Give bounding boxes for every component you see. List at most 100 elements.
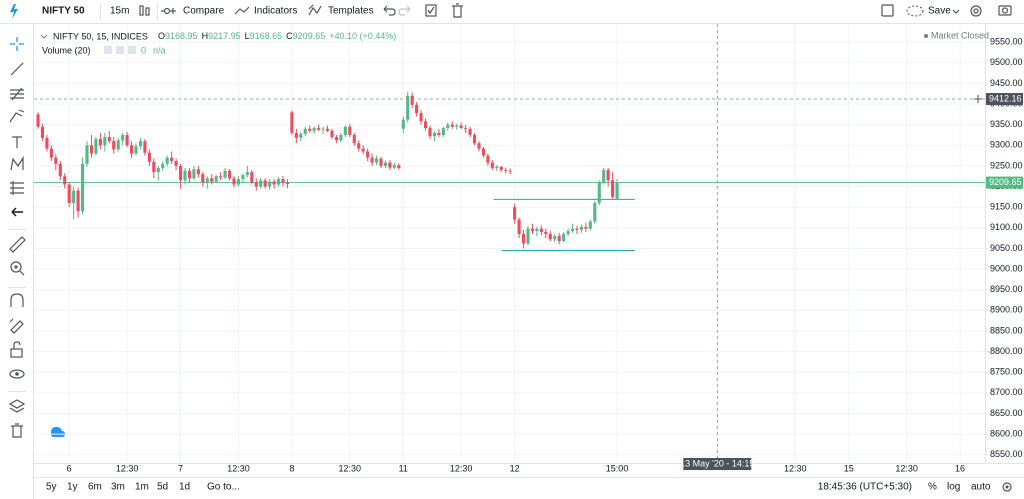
x-tick-label: 7 <box>178 463 183 473</box>
candle-body <box>477 143 481 149</box>
candle-body <box>98 139 102 146</box>
zoom-tool[interactable] <box>10 261 25 276</box>
candle-body <box>250 172 254 183</box>
candle-body <box>129 145 134 154</box>
y-tick-label: 8650.00 <box>990 408 1023 418</box>
symbol[interactable]: NIFTY 50 <box>42 6 85 17</box>
templates-button[interactable]: Templates <box>328 6 374 17</box>
candle-body <box>325 128 330 131</box>
snapshot-icon[interactable] <box>998 5 1012 16</box>
settings-icon[interactable] <box>970 5 982 17</box>
brush-tool[interactable] <box>9 109 25 123</box>
compare-icon[interactable] <box>161 7 176 15</box>
candle-body <box>437 132 441 135</box>
status-dot <box>924 34 928 38</box>
x-tick-label: 12:30 <box>450 463 473 473</box>
candle-body <box>370 157 374 163</box>
candle-body <box>290 112 294 133</box>
range-button[interactable]: 5y <box>46 482 57 493</box>
prediction-tool[interactable] <box>10 181 24 195</box>
candle-body <box>499 166 503 171</box>
candle-body <box>116 140 120 150</box>
crosshair-tool[interactable] <box>10 37 24 51</box>
candle-body <box>397 165 401 168</box>
candle-body <box>236 179 241 185</box>
candle-body <box>575 228 579 230</box>
candle-body <box>366 151 370 158</box>
save-menu-icon[interactable] <box>952 9 960 14</box>
candle-body <box>535 228 539 232</box>
save-button[interactable]: Save <box>928 6 951 17</box>
lock-tool[interactable] <box>10 341 23 358</box>
candle-body <box>357 143 361 149</box>
candle-body <box>36 114 40 127</box>
remove-tool[interactable] <box>11 423 23 438</box>
y-tick-label: 8700.00 <box>990 387 1023 397</box>
templates-icon[interactable] <box>308 4 322 16</box>
pattern-tool[interactable] <box>10 155 24 171</box>
legend-collapse-icon[interactable] <box>40 34 48 39</box>
legend-button[interactable] <box>104 46 112 54</box>
interval[interactable]: 15m <box>110 6 129 17</box>
candle-body <box>152 161 156 173</box>
candle-body <box>178 165 183 181</box>
undo-icon[interactable] <box>383 5 396 16</box>
chart-settings-icon[interactable] <box>1002 482 1012 492</box>
candle-body <box>441 127 445 135</box>
candle-body <box>121 134 125 141</box>
candle-body <box>147 152 151 162</box>
range-button[interactable]: 1d <box>179 482 190 493</box>
range-button[interactable]: 1y <box>67 482 78 493</box>
candle-body <box>423 121 428 128</box>
indicators-icon[interactable] <box>234 6 250 15</box>
cloud-icon[interactable] <box>906 5 924 17</box>
candle-body <box>156 167 160 173</box>
trendline-tool[interactable] <box>10 62 24 76</box>
candle-body <box>103 137 107 146</box>
candle-body <box>352 134 356 144</box>
back-tool[interactable] <box>11 207 23 217</box>
goto-button[interactable]: Go to... <box>207 482 240 493</box>
candle-body <box>299 133 303 138</box>
candle-body <box>89 145 94 154</box>
text-tool[interactable] <box>12 136 22 148</box>
candle-body <box>170 157 174 161</box>
x-tick-label: 12:30 <box>339 463 362 473</box>
fib-tool[interactable] <box>10 87 24 101</box>
y-tick-label: 9300.00 <box>990 140 1023 150</box>
candle-body <box>468 128 472 135</box>
candle-body <box>593 203 597 222</box>
y-tick-label: 8750.00 <box>990 367 1023 377</box>
candle-body <box>187 170 192 179</box>
chart-type-icon[interactable] <box>139 5 150 16</box>
range-button[interactable]: 6m <box>88 482 102 493</box>
visibility-tool[interactable] <box>9 369 25 379</box>
candle-body <box>112 141 116 150</box>
logo-icon[interactable] <box>10 4 18 19</box>
magnet-tool[interactable] <box>10 293 24 307</box>
percent-toggle[interactable]: % <box>928 482 937 493</box>
y-tick-label: 9000.00 <box>990 263 1023 273</box>
layers-tool[interactable] <box>8 399 26 413</box>
legend-button[interactable] <box>116 46 124 54</box>
candle-body <box>58 163 62 177</box>
range-button[interactable]: 1m <box>135 482 149 493</box>
compare-button[interactable]: Compare <box>183 6 225 17</box>
legend-button[interactable] <box>128 46 136 54</box>
indicators-button[interactable]: Indicators <box>254 6 297 17</box>
candle-body <box>308 128 312 131</box>
alert-icon[interactable] <box>425 4 437 17</box>
range-button[interactable]: 5d <box>157 482 168 493</box>
delete-icon[interactable] <box>452 3 463 18</box>
candle-body <box>446 124 450 128</box>
y-tick-label: 8950.00 <box>990 284 1023 294</box>
redo-icon[interactable] <box>398 5 411 16</box>
fullscreen-icon[interactable] <box>881 4 894 17</box>
candle-body <box>490 162 494 168</box>
log-toggle[interactable]: log <box>947 482 960 493</box>
candle-body <box>80 163 85 212</box>
lock-drawing-tool[interactable] <box>9 318 24 334</box>
auto-toggle[interactable]: auto <box>971 482 991 493</box>
ruler-tool[interactable] <box>9 236 26 253</box>
range-button[interactable]: 3m <box>111 482 125 493</box>
